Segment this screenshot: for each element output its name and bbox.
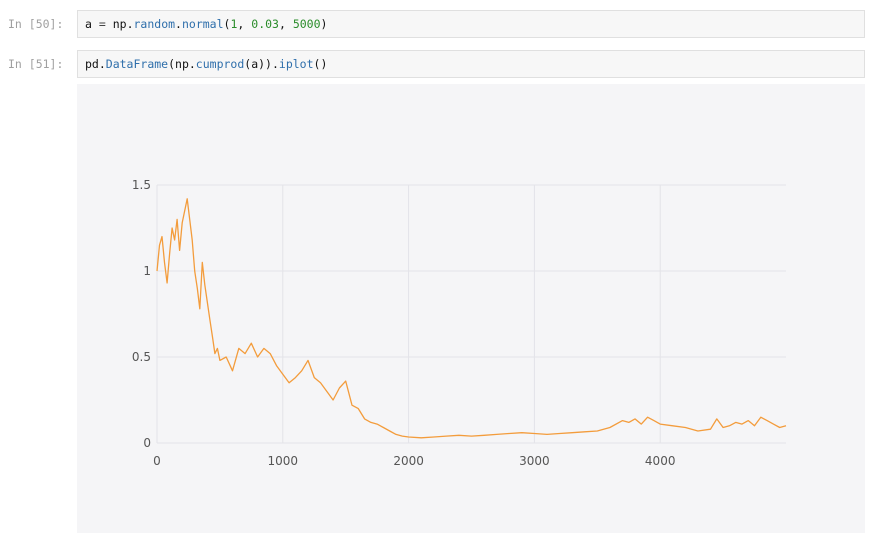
cell-prompt: In [51]: [8, 57, 64, 71]
code-token: a [85, 17, 99, 31]
code-token: iplot [278, 57, 314, 71]
code-cell-50[interactable]: In [50]: a = np.random.normal(1, 0.03, 5… [0, 10, 871, 38]
code-token: () [313, 57, 328, 71]
code-token: ( [223, 17, 231, 31]
series-line[interactable] [156, 198, 787, 439]
x-tick-label: 3000 [519, 454, 550, 468]
y-axis-ticks: 0 0.5 1 1.5 [132, 178, 151, 450]
code-token: 1 [230, 17, 238, 31]
line-chart[interactable]: 0 1000 2000 3000 4000 0 0.5 1 1.5 [77, 84, 865, 533]
y-tick-label: 1 [143, 264, 151, 278]
code-input[interactable]: pd.DataFrame(np.cumprod(a)).iplot() [77, 50, 865, 78]
x-tick-label: 2000 [393, 454, 424, 468]
code-token: DataFrame [105, 57, 169, 71]
x-tick-label: 0 [153, 454, 161, 468]
code-token: cumprod [195, 57, 245, 71]
code-token: , [278, 17, 293, 31]
code-token: pd. [85, 57, 106, 71]
code-token: = [98, 17, 106, 31]
y-tick-label: 0 [143, 436, 151, 450]
y-tick-label: 0.5 [132, 350, 151, 364]
chart-grid [156, 184, 786, 444]
cell-prompt: In [50]: [8, 17, 64, 31]
code-cell-51[interactable]: In [51]: pd.DataFrame(np.cumprod(a)).ipl… [0, 50, 871, 78]
code-token: normal [181, 17, 224, 31]
x-tick-label: 1000 [268, 454, 299, 468]
code-token: 5000 [292, 17, 321, 31]
code-token: 0.03 [251, 17, 279, 31]
code-token: , [237, 17, 252, 31]
code-token: (np. [168, 57, 196, 71]
y-tick-label: 1.5 [132, 178, 151, 192]
x-axis-ticks: 0 1000 2000 3000 4000 [153, 454, 675, 468]
x-tick-label: 4000 [645, 454, 676, 468]
cell-output: 0 1000 2000 3000 4000 0 0.5 1 1.5 [77, 84, 865, 533]
code-token: (a)). [244, 57, 279, 71]
code-token: . [175, 17, 182, 31]
code-token: random [133, 17, 176, 31]
code-token: ) [320, 17, 328, 31]
code-token: np. [105, 17, 134, 31]
chart-series [156, 198, 787, 439]
code-input[interactable]: a = np.random.normal(1, 0.03, 5000) [77, 10, 865, 38]
